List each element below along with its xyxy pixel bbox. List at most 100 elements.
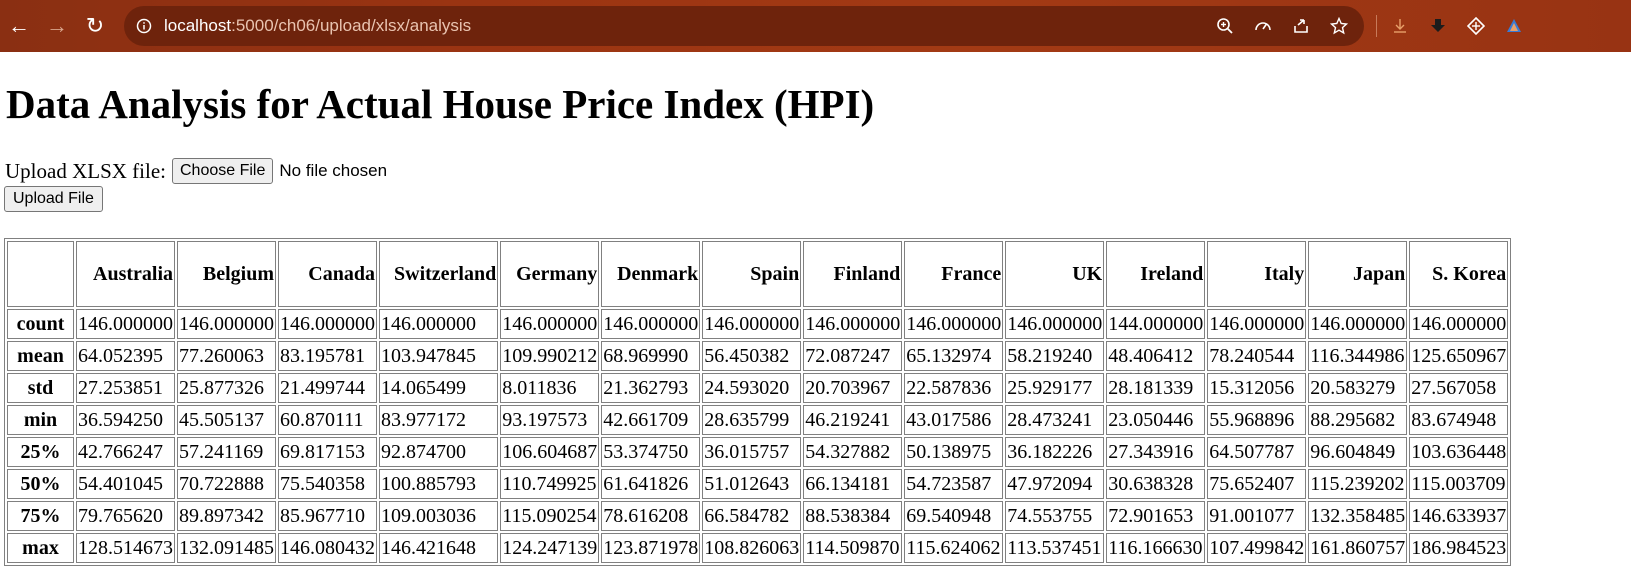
table-cell: 54.327882 [803, 437, 903, 467]
table-cell: 58.219240 [1005, 341, 1105, 371]
row-label: count [7, 309, 74, 339]
table-cell: 146.000000 [1005, 309, 1105, 339]
table-cell: 25.877326 [177, 373, 276, 403]
table-cell: 88.538384 [803, 501, 903, 531]
column-header: Switzerland [379, 241, 499, 307]
reload-button[interactable]: ↻ [85, 13, 105, 38]
table-cell: 125.650967 [1409, 341, 1509, 371]
table-cell: 146.000000 [500, 309, 600, 339]
table-cell: 15.312056 [1207, 373, 1307, 403]
row-label: 50% [7, 469, 74, 499]
table-row: count 146.000000 146.000000 146.000000 146.0… [7, 309, 1509, 339]
table-cell: 116.344986 [1308, 341, 1408, 371]
table-cell: 146.000000 [278, 309, 377, 339]
table-cell: 42.766247 [76, 437, 175, 467]
table-cell: 28.181339 [1106, 373, 1206, 403]
site-info-icon[interactable] [136, 18, 152, 34]
table-cell: 88.295682 [1308, 405, 1408, 435]
table-cell: 69.817153 [278, 437, 377, 467]
url-path: :5000/ch06/upload/xlsx/analysis [231, 16, 472, 35]
table-cell: 83.195781 [278, 341, 377, 371]
table-row: std 27.253851 25.877326 21.499744 14.065499 8… [7, 373, 1509, 403]
table-cell: 66.134181 [803, 469, 903, 499]
performance-icon[interactable] [1244, 7, 1282, 45]
table-cell: 30.638328 [1106, 469, 1206, 499]
table-cell: 48.406412 [1106, 341, 1206, 371]
table-cell: 106.604687 [500, 437, 600, 467]
table-cell: 100.885793 [379, 469, 499, 499]
table-cell: 42.661709 [601, 405, 701, 435]
table-cell: 85.967710 [278, 501, 377, 531]
zoom-icon[interactable] [1206, 7, 1244, 45]
table-cell: 36.594250 [76, 405, 175, 435]
table-cell: 110.749925 [500, 469, 600, 499]
table-cell: 109.003036 [379, 501, 499, 531]
corner-header-cell [7, 241, 74, 307]
extension-download-icon[interactable] [1381, 7, 1419, 45]
table-cell: 70.722888 [177, 469, 276, 499]
table-cell: 123.871978 [601, 533, 701, 563]
table-cell: 78.616208 [601, 501, 701, 531]
table-cell: 83.674948 [1409, 405, 1509, 435]
table-cell: 27.253851 [76, 373, 175, 403]
upload-label: Upload XLSX file: [5, 158, 166, 183]
bookmark-star-icon[interactable] [1320, 7, 1358, 45]
table-cell: 75.540358 [278, 469, 377, 499]
table-cell: 27.343916 [1106, 437, 1206, 467]
table-cell: 47.972094 [1005, 469, 1105, 499]
column-header: Belgium [177, 241, 276, 307]
statistics-table: Australia Belgium Canada Switzerland Ger… [4, 238, 1512, 566]
share-icon[interactable] [1282, 7, 1320, 45]
table-cell: 36.182226 [1005, 437, 1105, 467]
table-cell: 60.870111 [278, 405, 377, 435]
url-host: localhost [164, 16, 232, 35]
table-cell: 146.080432 [278, 533, 377, 563]
table-cell: 103.947845 [379, 341, 499, 371]
column-header: France [904, 241, 1004, 307]
table-cell: 83.977172 [379, 405, 499, 435]
table-cell: 89.897342 [177, 501, 276, 531]
table-cell: 64.507787 [1207, 437, 1307, 467]
table-cell: 115.624062 [904, 533, 1004, 563]
downloads-icon[interactable] [1419, 7, 1457, 45]
column-header: S. Korea [1409, 241, 1509, 307]
row-label: mean [7, 341, 74, 371]
extension-triangle-icon[interactable] [1495, 7, 1533, 45]
table-cell: 146.633937 [1409, 501, 1509, 531]
browser-toolbar: ← → ↻ localhost:5000/ch06/upload/xlsx/an… [0, 0, 1631, 52]
page-content: Data Analysis for Actual House Price Ind… [0, 52, 1631, 574]
column-header: Denmark [601, 241, 701, 307]
table-cell: 64.052395 [76, 341, 175, 371]
table-cell: 109.990212 [500, 341, 600, 371]
upload-file-button[interactable]: Upload File [4, 186, 103, 212]
row-label: max [7, 533, 74, 563]
table-row: 25% 42.766247 57.241169 69.817153 92.874700 1… [7, 437, 1509, 467]
back-button[interactable]: ← [8, 13, 30, 38]
table-cell: 55.968896 [1207, 405, 1307, 435]
forward-button[interactable]: → [46, 13, 68, 38]
table-cell: 22.587836 [904, 373, 1004, 403]
address-bar[interactable]: localhost:5000/ch06/upload/xlsx/analysis [124, 6, 1364, 46]
table-cell: 91.001077 [1207, 501, 1307, 531]
table-row: mean 64.052395 77.260063 83.195781 103.94784… [7, 341, 1509, 371]
table-cell: 146.000000 [1409, 309, 1509, 339]
table-cell: 96.604849 [1308, 437, 1408, 467]
choose-file-button[interactable]: Choose File [171, 158, 274, 184]
table-cell: 72.087247 [803, 341, 903, 371]
table-cell: 132.091485 [177, 533, 276, 563]
table-row: max 128.514673 132.091485 146.080432 146.421… [7, 533, 1509, 563]
table-row: 75% 79.765620 89.897342 85.967710 109.003036… [7, 501, 1509, 531]
table-cell: 146.421648 [379, 533, 499, 563]
column-header: Spain [702, 241, 802, 307]
table-cell: 115.239202 [1308, 469, 1408, 499]
table-cell: 8.011836 [500, 373, 600, 403]
table-header-row: Australia Belgium Canada Switzerland Ger… [7, 241, 1509, 307]
table-cell: 93.197573 [500, 405, 600, 435]
table-cell: 56.450382 [702, 341, 802, 371]
table-cell: 115.090254 [500, 501, 600, 531]
extension-puzzle-icon[interactable] [1457, 7, 1495, 45]
table-cell: 66.584782 [702, 501, 802, 531]
table-cell: 146.000000 [803, 309, 903, 339]
table-cell: 186.984523 [1409, 533, 1509, 563]
table-cell: 36.015757 [702, 437, 802, 467]
